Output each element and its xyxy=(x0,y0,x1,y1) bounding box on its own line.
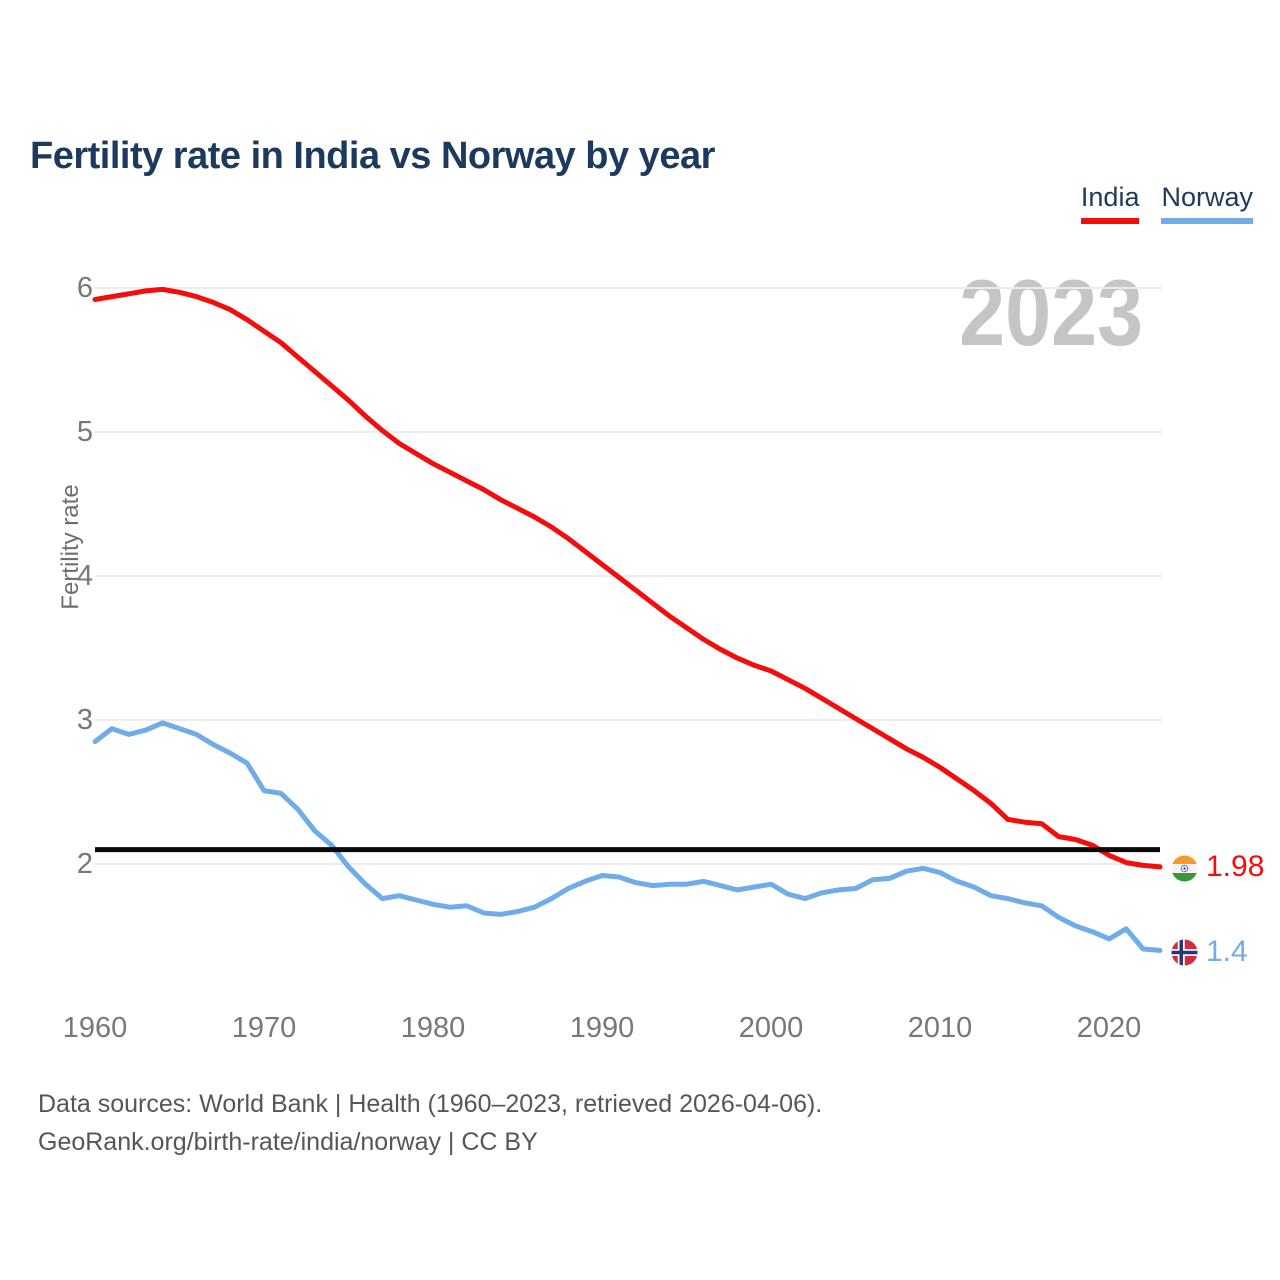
page-title: Fertility rate in India vs Norway by yea… xyxy=(30,135,715,178)
year-watermark: 2023 xyxy=(958,260,1143,365)
x-tick-1980: 1980 xyxy=(400,1012,466,1044)
legend-item-norway[interactable]: Norway xyxy=(1161,182,1253,224)
x-tick-1990: 1990 xyxy=(569,1012,635,1044)
y-axis-title: Fertility rate xyxy=(57,484,84,610)
norway-flag-icon xyxy=(1171,939,1198,966)
footer-attribution: GeoRank.org/birth-rate/india/norway | CC… xyxy=(38,1128,538,1156)
x-tick-1960: 1960 xyxy=(62,1012,128,1044)
y-tick-3: 3 xyxy=(76,704,93,736)
y-tick-2: 2 xyxy=(76,848,93,880)
x-tick-1970: 1970 xyxy=(231,1012,297,1044)
y-tick-4: 4 xyxy=(76,560,93,592)
footer-data-sources: Data sources: World Bank | Health (1960–… xyxy=(38,1090,823,1118)
norway-end-value: 1.4 xyxy=(1206,935,1248,968)
y-tick-6: 6 xyxy=(76,272,93,304)
x-tick-2020: 2020 xyxy=(1076,1012,1142,1044)
x-tick-2000: 2000 xyxy=(738,1012,804,1044)
legend-item-india[interactable]: India xyxy=(1080,182,1140,224)
x-tick-2010: 2010 xyxy=(907,1012,973,1044)
footer: Data sources: World Bank | Health (1960–… xyxy=(38,1085,822,1161)
india-flag-icon xyxy=(1171,855,1198,882)
legend: India Norway xyxy=(1080,182,1253,224)
y-tick-5: 5 xyxy=(76,416,93,448)
india-end-value: 1.98 xyxy=(1206,850,1265,883)
